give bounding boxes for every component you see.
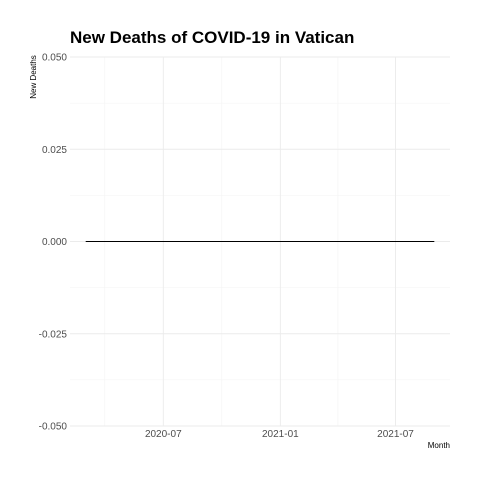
y-tick-label: 0.050 [42, 53, 67, 64]
y-tick-label: -0.050 [39, 422, 68, 433]
x-tick-label: 2021-01 [262, 429, 299, 440]
y-tick-label: 0.025 [42, 145, 67, 156]
x-axis-title: Month [428, 441, 450, 450]
y-axis-ticks: 0.050 0.025 0.000 -0.025 -0.050 [39, 53, 68, 433]
x-tick-label: 2021-07 [377, 429, 414, 440]
y-tick-label: 0.000 [42, 237, 67, 248]
y-tick-label: -0.025 [39, 329, 68, 340]
x-axis-ticks: 2020-07 2021-01 2021-07 [145, 429, 414, 440]
chart-title: New Deaths of COVID-19 in Vatican [70, 28, 354, 47]
y-axis-title: New Deaths [29, 55, 38, 99]
x-tick-label: 2020-07 [145, 429, 182, 440]
